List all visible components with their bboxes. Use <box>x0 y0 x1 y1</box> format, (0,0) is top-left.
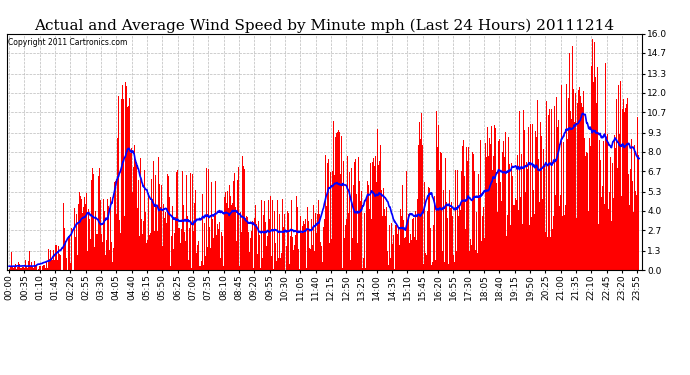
Title: Actual and Average Wind Speed by Minute mph (Last 24 Hours) 20111214: Actual and Average Wind Speed by Minute … <box>34 18 614 33</box>
Text: Copyright 2011 Cartronics.com: Copyright 2011 Cartronics.com <box>8 39 128 48</box>
